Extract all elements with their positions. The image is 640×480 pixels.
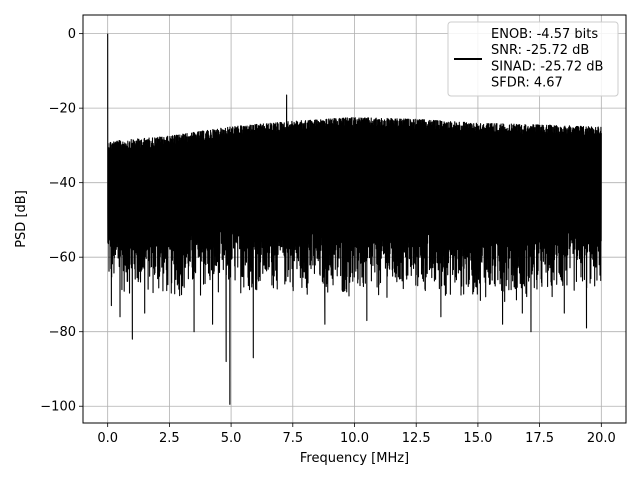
- x-tick-label: 10.0: [340, 431, 369, 446]
- x-tick-label: 5.0: [221, 431, 242, 446]
- y-tick-label: −100: [40, 400, 76, 415]
- ticks: 0.0 2.5 5.0 7.5 10.0 12.5 15.0 17.5 20.0 0 −20 −40 −…: [40, 27, 616, 446]
- y-axis-label: PSD [dB]: [14, 190, 29, 248]
- y-tick-label: 0: [68, 27, 76, 42]
- y-tick-label: −20: [49, 102, 76, 117]
- legend: ENOB: -4.57 bits SNR: -25.72 dB SINAD: -25…: [447, 21, 619, 97]
- x-tick-label: 7.5: [282, 431, 303, 446]
- y-tick-label: −60: [49, 251, 76, 266]
- data-layer: [107, 33, 602, 405]
- psd-series-line: [107, 33, 602, 405]
- x-tick-label: 12.5: [402, 431, 431, 446]
- y-tick-label: −40: [49, 176, 76, 191]
- legend-entry: ENOB: -4.57 bits SNR: -25.72 dB SINAD: -25…: [491, 27, 603, 91]
- y-tick-label: −80: [49, 325, 76, 340]
- x-tick-label: 2.5: [159, 431, 180, 446]
- x-tick-label: 0.0: [97, 431, 118, 446]
- x-axis-label: Frequency [MHz]: [300, 451, 409, 466]
- x-tick-label: 17.5: [525, 431, 554, 446]
- x-tick-label: 20.0: [587, 431, 616, 446]
- x-tick-label: 15.0: [463, 431, 492, 446]
- legend-box: [447, 21, 619, 97]
